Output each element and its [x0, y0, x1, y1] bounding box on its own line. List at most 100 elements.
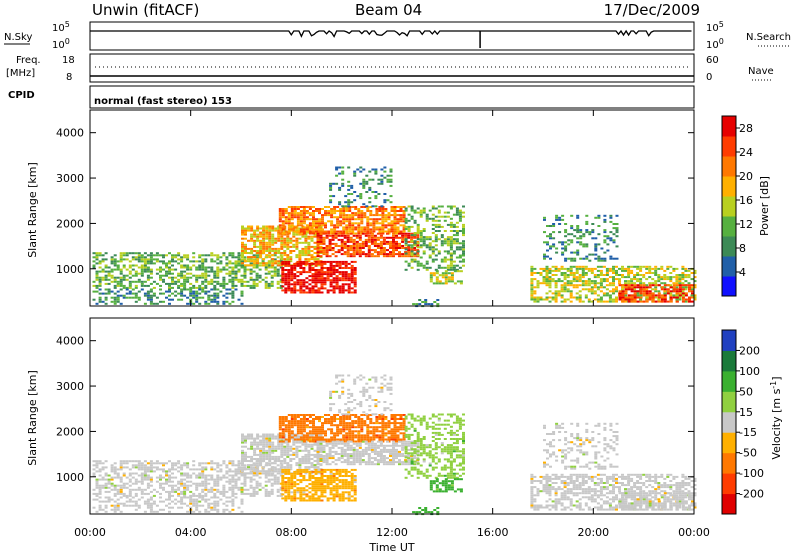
power-cell [114, 293, 117, 295]
power-cell [594, 276, 597, 278]
velocity-cell [162, 483, 165, 485]
power-cell [286, 256, 289, 258]
power-cell [281, 277, 284, 279]
velocity-cell [268, 442, 271, 444]
power-cell [371, 241, 374, 243]
power-cell [667, 301, 670, 303]
power-cell [256, 277, 259, 279]
power-cell [439, 274, 442, 276]
power-cell [336, 261, 339, 263]
velocity-cell [300, 422, 303, 424]
velocity-cell [277, 446, 280, 448]
velocity-cell [165, 475, 168, 477]
velocity-cell [298, 446, 301, 448]
velocity-cell [138, 464, 141, 466]
velocity-cell [241, 511, 244, 513]
power-cell [324, 273, 327, 275]
power-cell [293, 273, 296, 275]
power-cell [400, 218, 403, 220]
power-cell [397, 206, 400, 208]
power-cell [426, 214, 429, 216]
velocity-cell [96, 479, 99, 481]
power-cell [317, 233, 320, 235]
station-title: Unwin (fitACF) [92, 1, 199, 19]
power-cell [345, 226, 348, 228]
power-cell [231, 262, 234, 264]
power-cell [99, 283, 102, 285]
power-cell [645, 266, 648, 268]
power-cell [321, 216, 324, 218]
velocity-cell [120, 485, 123, 487]
power-cell [135, 293, 138, 295]
power-cell [615, 272, 618, 274]
power-cell [159, 269, 162, 271]
power-cell [405, 240, 408, 242]
power-cell [558, 217, 561, 219]
power-cell [219, 262, 222, 264]
power-cell [673, 286, 676, 288]
velocity-cell [280, 466, 283, 468]
power-cell [442, 276, 445, 278]
power-cell [625, 292, 628, 294]
power-cell [341, 179, 344, 181]
power-cell [366, 228, 369, 230]
power-cell [549, 225, 552, 227]
velocity-cell [117, 499, 120, 501]
power-cell [271, 262, 274, 264]
power-cell [426, 236, 429, 238]
velocity-cell [241, 458, 244, 460]
velocity-cell [171, 481, 174, 483]
power-cell [573, 284, 576, 286]
velocity-cell [277, 460, 280, 462]
velocity-cell [216, 481, 219, 483]
power-cell [613, 241, 616, 243]
power-cell [299, 265, 302, 267]
power-cell [244, 285, 247, 287]
velocity-cell [330, 439, 333, 441]
velocity-cell [244, 442, 247, 444]
power-cell [417, 242, 420, 244]
power-cell [564, 284, 567, 286]
power-cell [676, 292, 679, 294]
power-cell [320, 243, 323, 245]
power-cell [591, 288, 594, 290]
velocity-cell [307, 444, 310, 446]
power-cell [297, 214, 300, 216]
power-cell [537, 280, 540, 282]
power-cell [344, 201, 347, 203]
power-cell [341, 235, 344, 237]
velocity-cell [186, 511, 189, 513]
power-cell [247, 240, 250, 242]
power-cell [453, 242, 456, 244]
power-cell [318, 271, 321, 273]
power-cell [336, 281, 339, 283]
power-cell [579, 274, 582, 276]
velocity-cell [198, 473, 201, 475]
power-cell [429, 218, 432, 220]
power-cell [271, 228, 274, 230]
power-cell [582, 268, 585, 270]
power-cell [442, 274, 445, 276]
power-cell [231, 281, 234, 283]
power-cell [594, 274, 597, 276]
power-cell [353, 239, 356, 241]
power-cell [314, 236, 317, 238]
power-cell [345, 208, 348, 210]
power-cell [447, 267, 450, 269]
power-cell [634, 299, 637, 301]
velocity-cell [282, 424, 285, 426]
velocity-cell [262, 440, 265, 442]
power-cell [663, 290, 666, 292]
velocity-cell [144, 489, 147, 491]
power-cell [582, 266, 585, 268]
power-cell [341, 173, 344, 175]
power-cell [308, 263, 311, 265]
power-cell [192, 285, 195, 287]
power-cell [615, 286, 618, 288]
power-cell [225, 297, 228, 299]
power-cell [192, 256, 195, 258]
power-cell [450, 206, 453, 208]
power-cell [579, 229, 582, 231]
power-cell [177, 273, 180, 275]
power-cell [165, 291, 168, 293]
